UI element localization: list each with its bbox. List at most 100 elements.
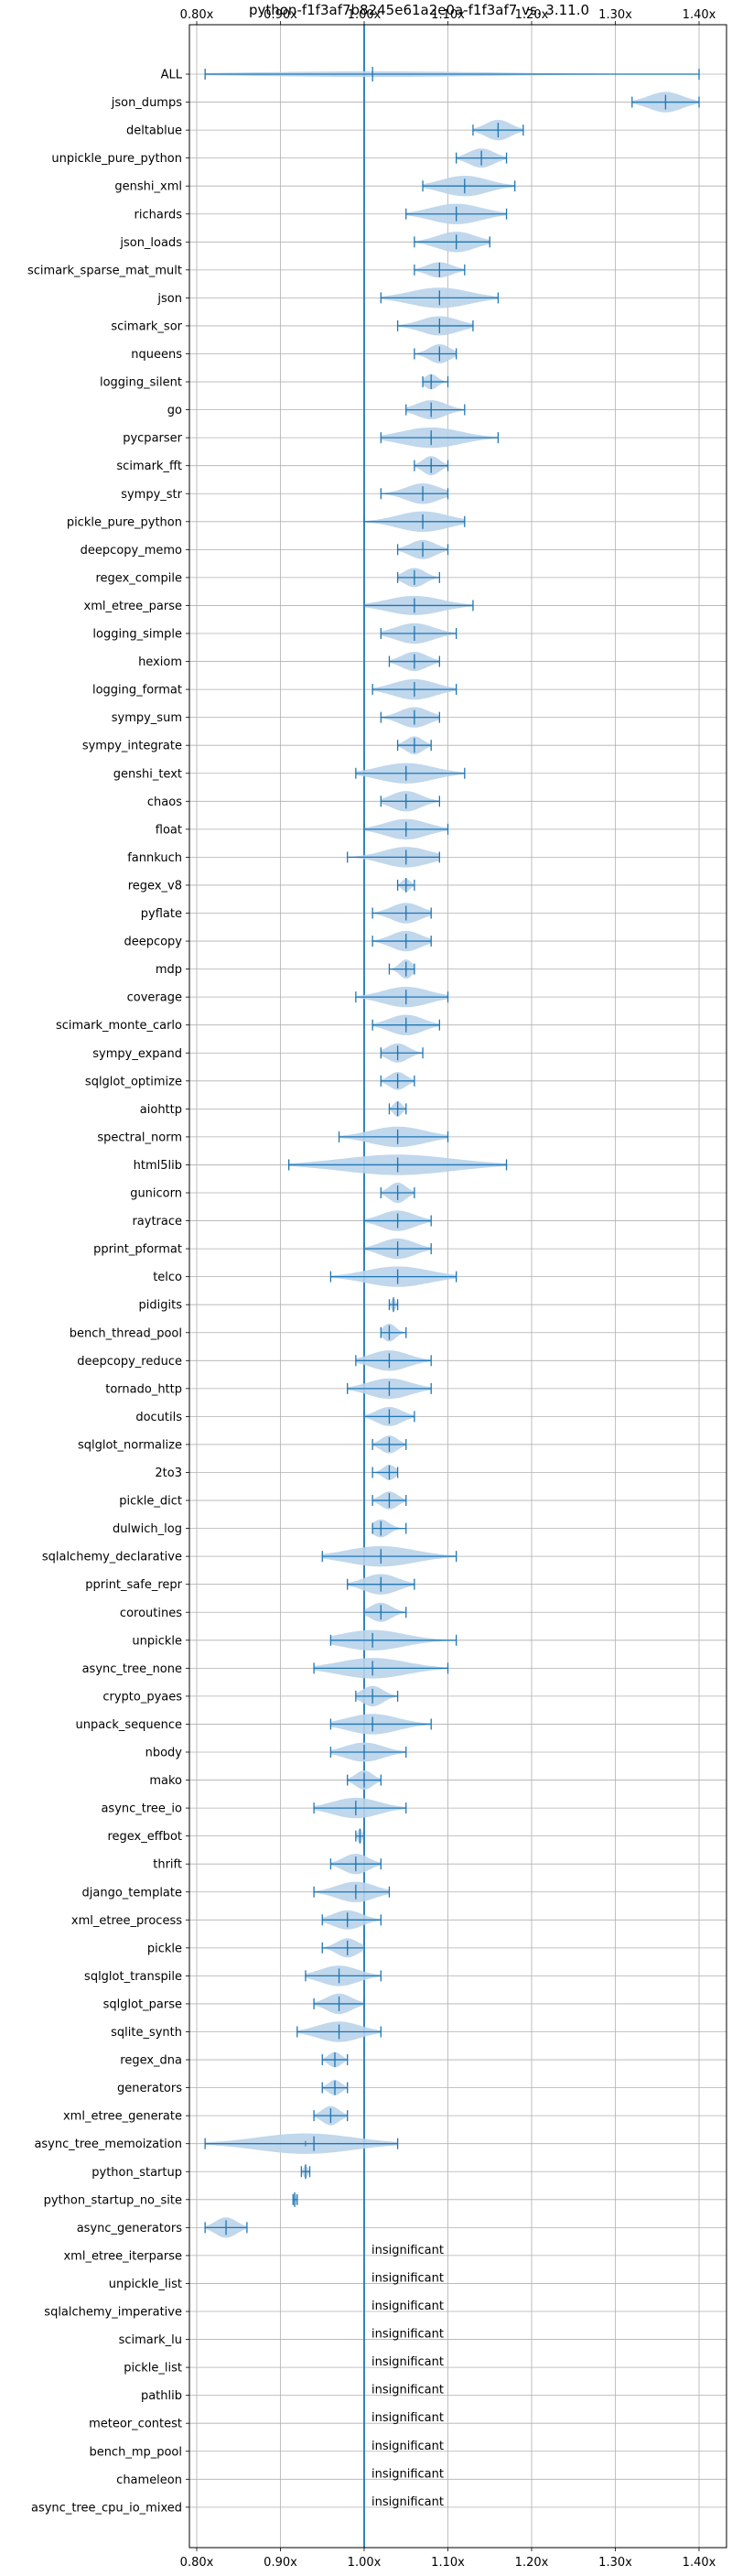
- benchmark-label: crypto_pyaes: [102, 1690, 182, 1704]
- benchmark-label: python_startup_no_site: [44, 2193, 182, 2207]
- insignificant-label: insignificant: [371, 2467, 444, 2481]
- benchmark-label: mako: [149, 1774, 182, 1788]
- benchmark-label: html5lib: [134, 1159, 182, 1173]
- benchmark-label: pickle: [147, 1942, 182, 1955]
- x-tick-label-bottom: 0.90x: [264, 2556, 297, 2570]
- benchmark-label: mdp: [156, 963, 182, 977]
- benchmark-label: nqueens: [131, 348, 182, 362]
- benchmark-label: regex_compile: [95, 571, 182, 585]
- benchmark-label: async_tree_cpu_io_mixed: [31, 2501, 182, 2515]
- benchmark-label: unpickle: [132, 1634, 182, 1648]
- benchmark-label: genshi_xml: [114, 180, 182, 194]
- insignificant-label: insignificant: [371, 2384, 444, 2397]
- benchmark-label: telco: [153, 1271, 182, 1284]
- benchmark-label: xml_etree_generate: [63, 2110, 182, 2124]
- benchmark-label: unpickle_list: [109, 2278, 182, 2291]
- benchmark-label: thrift: [153, 1858, 182, 1872]
- benchmark-label: unpickle_pure_python: [51, 152, 182, 166]
- benchmark-label: deltablue: [126, 124, 182, 138]
- x-tick-label-top: 1.30x: [598, 8, 632, 22]
- insignificant-label: insignificant: [371, 2300, 444, 2313]
- benchmark-label: deepcopy: [124, 936, 182, 949]
- benchmark-label: tornado_http: [105, 1382, 182, 1396]
- benchmark-label: chaos: [147, 796, 182, 809]
- benchmark-label: async_tree_io: [101, 1802, 182, 1816]
- benchmark-label: logging_format: [92, 684, 182, 698]
- benchmark-label: pickle_dict: [119, 1495, 182, 1509]
- benchmark-label: bench_mp_pool: [89, 2445, 182, 2459]
- benchmark-label: spectral_norm: [97, 1131, 182, 1144]
- benchmark-label: deepcopy_reduce: [77, 1355, 182, 1369]
- grid-layer: [186, 21, 727, 2551]
- benchmark-label: pathlib: [141, 2389, 182, 2403]
- benchmark-label: fannkuch: [127, 851, 182, 865]
- x-tick-label-bottom: 1.20x: [515, 2556, 549, 2570]
- benchmark-label: scimark_lu: [119, 2333, 182, 2347]
- benchmark-label: scimark_monte_carlo: [56, 1019, 182, 1033]
- plot-frame: [188, 24, 727, 2549]
- benchmark-label: logging_silent: [100, 376, 182, 390]
- chart-title: python-f1f3af7b8245e61a2e0a-f1f3af7 vs. …: [249, 2, 589, 18]
- benchmark-label: regex_effbot: [107, 1830, 182, 1844]
- insignificant-label: insignificant: [371, 2271, 444, 2285]
- benchmark-label: sqlalchemy_imperative: [44, 2306, 182, 2320]
- benchmark-label: aiohttp: [140, 1103, 182, 1117]
- benchmark-label: gunicorn: [130, 1187, 182, 1201]
- marks-layer: [204, 25, 700, 2548]
- x-tick-label-top: 1.00x: [348, 8, 382, 22]
- benchmark-label: docutils: [135, 1411, 182, 1424]
- benchmark-label: async_tree_memoization: [34, 2138, 182, 2151]
- x-tick-label-top: 0.90x: [264, 8, 297, 22]
- benchmark-label: pidigits: [139, 1299, 183, 1313]
- benchmark-label: go: [167, 404, 182, 417]
- benchmark-label: genshi_text: [113, 767, 182, 781]
- benchmark-label: pickle_pure_python: [67, 515, 182, 529]
- benchmark-label: sqlglot_parse: [103, 1997, 182, 2011]
- benchmark-label: sqlglot_normalize: [78, 1438, 182, 1452]
- insignificant-label: insignificant: [371, 2244, 444, 2257]
- insignificant-label: insignificant: [371, 2355, 444, 2369]
- benchmark-label: generators: [117, 2082, 182, 2095]
- insignificant-label: insignificant: [371, 2440, 444, 2453]
- x-tick-label-top: 1.40x: [683, 8, 716, 22]
- benchmark-label: hexiom: [138, 655, 182, 669]
- benchmark-label: sympy_str: [121, 488, 182, 502]
- benchmark-label: scimark_sparse_mat_mult: [27, 264, 182, 277]
- x-tick-label-bottom: 1.00x: [348, 2556, 382, 2570]
- benchmark-label: sqlglot_transpile: [84, 1970, 182, 1984]
- benchmark-label: logging_simple: [92, 628, 182, 642]
- benchmark-label: ALL: [161, 69, 183, 82]
- benchmark-label: meteor_contest: [89, 2418, 182, 2431]
- x-tick-label-top: 1.10x: [431, 8, 465, 22]
- benchmark-label: scimark_sor: [111, 319, 182, 333]
- benchmark-label: json_dumps: [111, 96, 182, 110]
- benchmark-label: sqlalchemy_declarative: [42, 1551, 182, 1564]
- benchmark-label: async_tree_none: [82, 1662, 182, 1676]
- benchmark-label: raytrace: [132, 1215, 182, 1228]
- labels-layer: 0.80x 0.80x 0.90x 0.90x 1.00x 1.00x 1.10x 1.10x…: [27, 8, 716, 2570]
- benchmark-label: nbody: [145, 1747, 183, 1760]
- benchmark-label: json: [156, 292, 182, 306]
- benchmark-label: scimark_fft: [116, 460, 182, 473]
- x-tick-label-top: 0.80x: [180, 8, 214, 22]
- benchmark-label: richards: [135, 208, 183, 222]
- benchmark-label: sympy_integrate: [82, 740, 182, 753]
- benchmark-label: dulwich_log: [113, 1522, 182, 1536]
- benchmark-label: sympy_sum: [112, 711, 182, 725]
- x-tick-label-top: 1.20x: [515, 8, 549, 22]
- benchmark-label: pickle_list: [124, 2362, 182, 2376]
- benchmark-label: sqlglot_optimize: [85, 1075, 182, 1088]
- benchmark-label: float: [156, 823, 182, 837]
- x-tick-label-bottom: 0.80x: [180, 2556, 214, 2570]
- insignificant-label: insignificant: [371, 2328, 444, 2342]
- benchmark-label: regex_dna: [120, 2054, 182, 2068]
- benchmark-label: xml_etree_process: [71, 1914, 182, 1928]
- x-tick-label-bottom: 1.10x: [431, 2556, 465, 2570]
- benchmark-label: xml_etree_parse: [84, 600, 182, 613]
- benchmark-label: sympy_expand: [92, 1047, 182, 1061]
- benchmark-label: regex_v8: [128, 879, 182, 893]
- benchmark-label: pycparser: [123, 432, 182, 446]
- benchmark-label: pprint_safe_repr: [85, 1578, 182, 1592]
